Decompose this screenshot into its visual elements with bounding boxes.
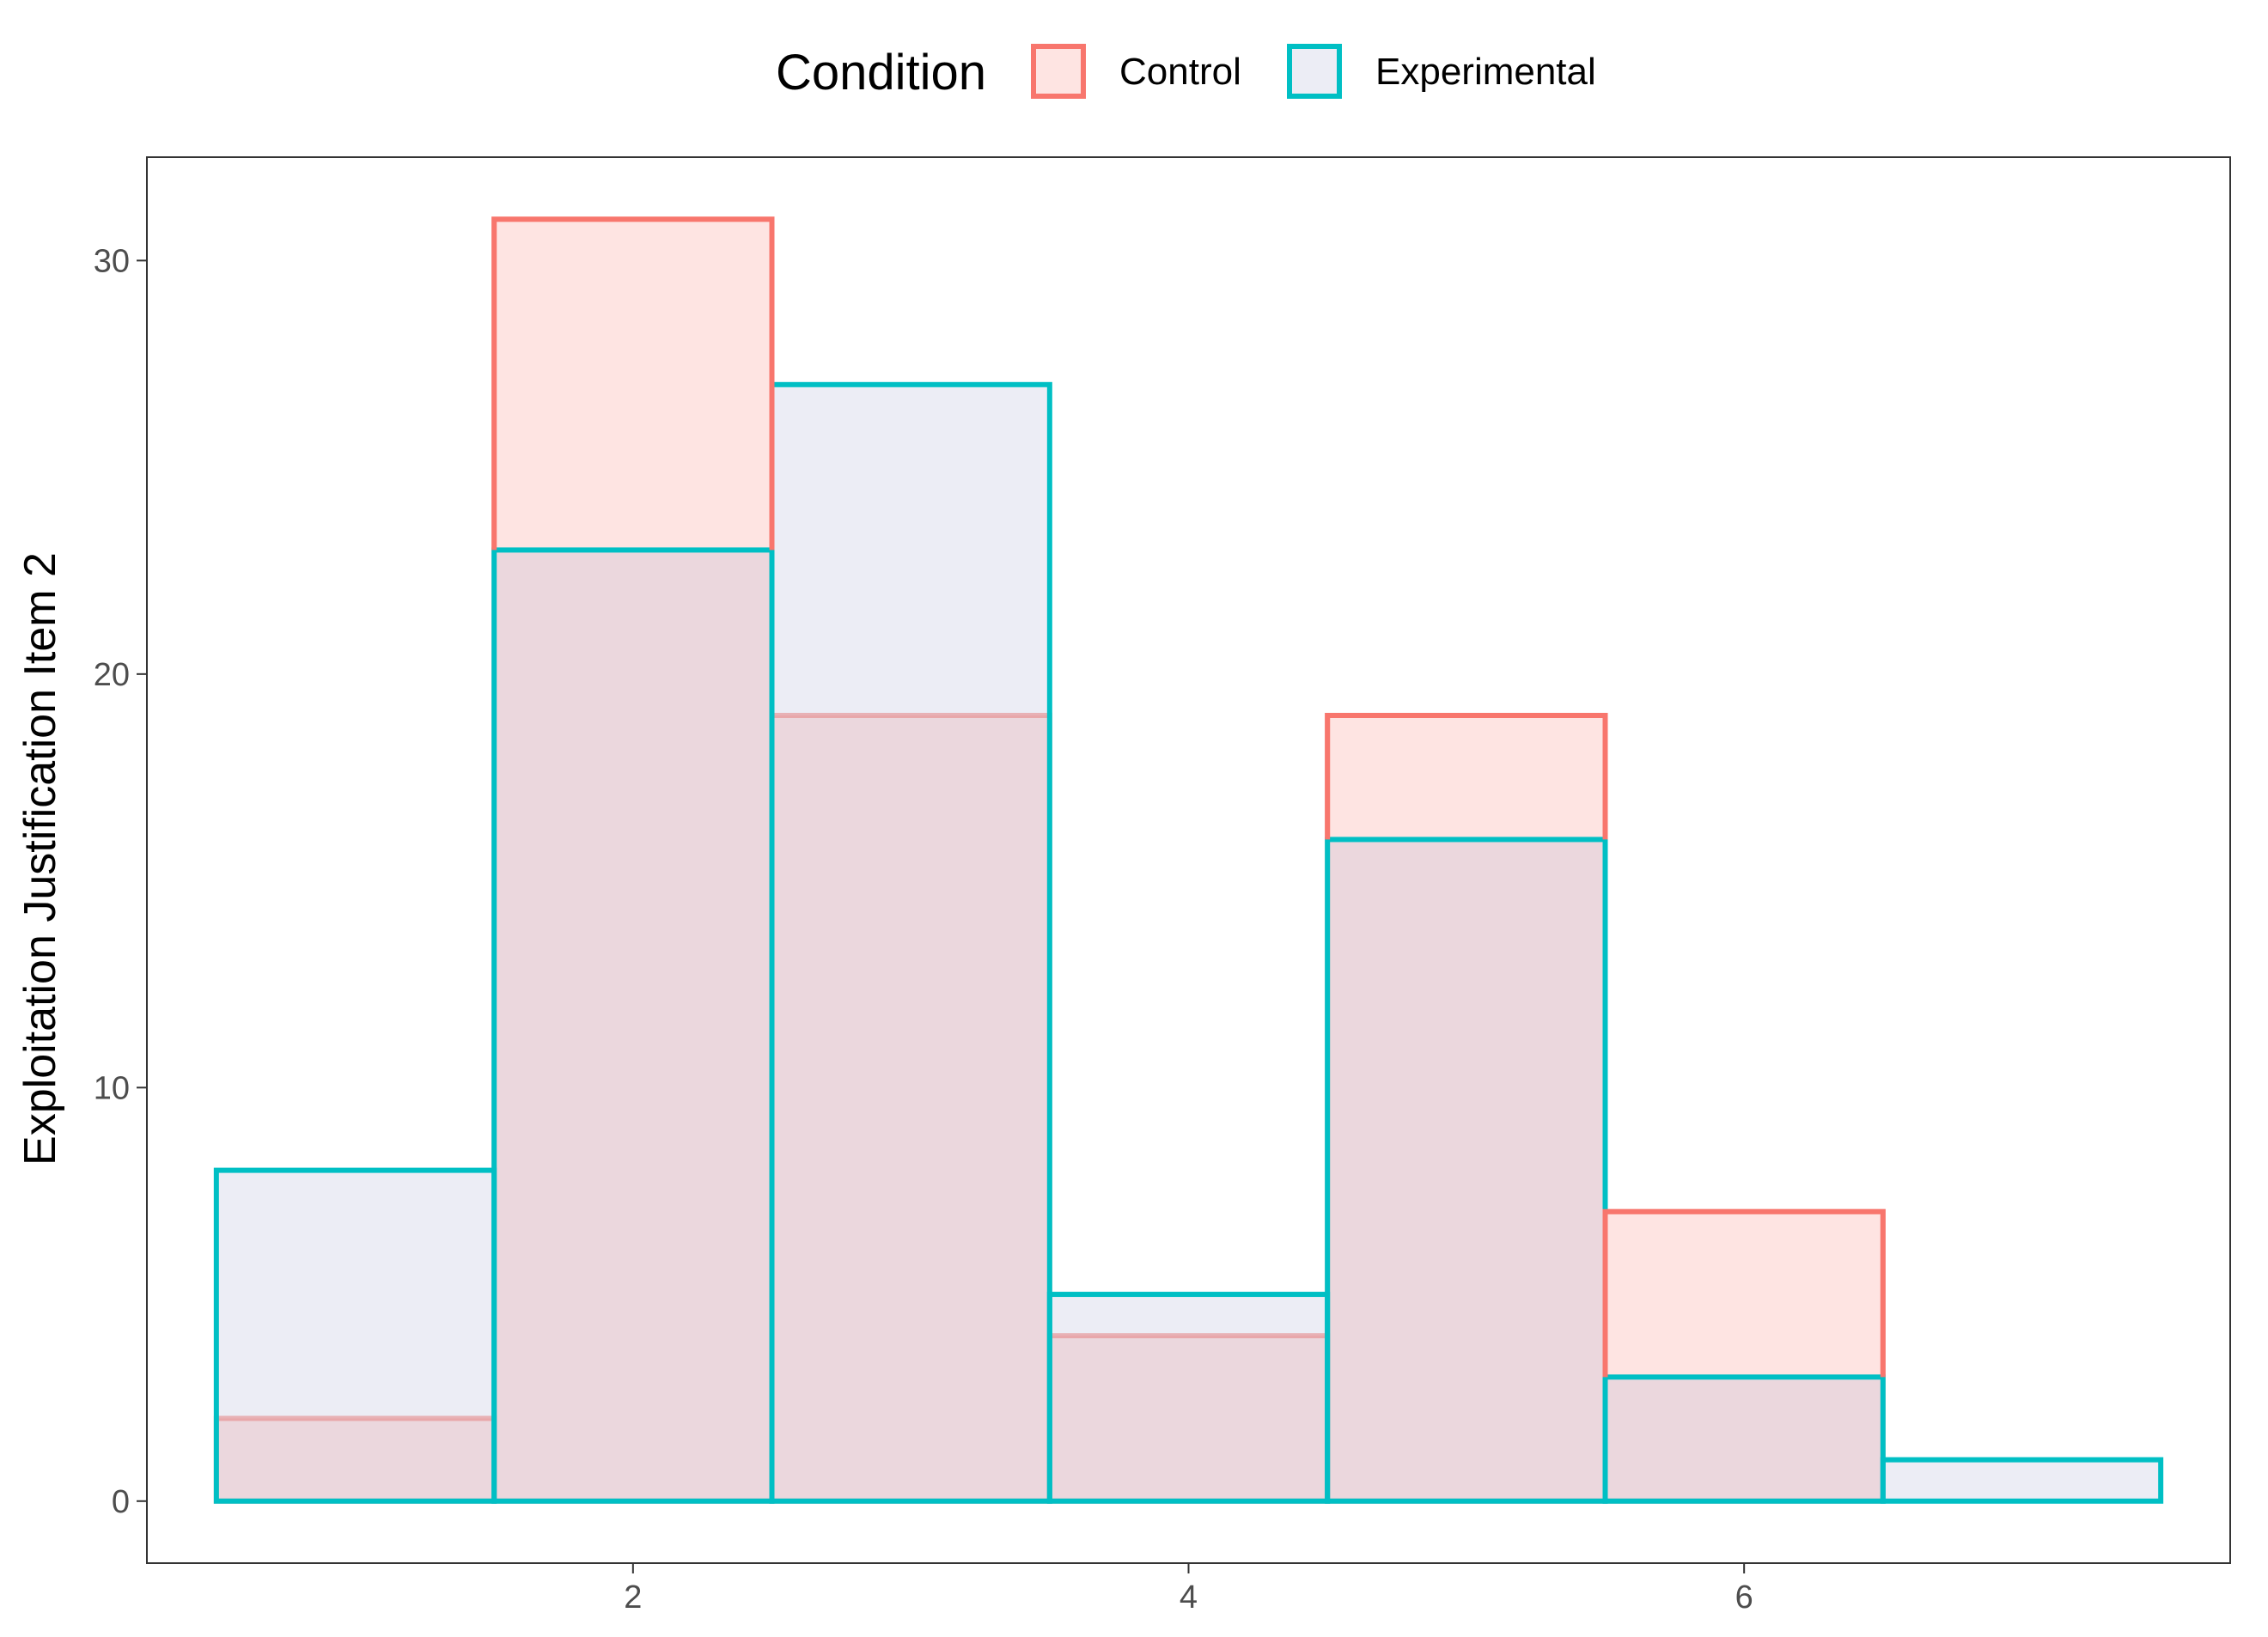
- bar-outline-control-6: [1602, 1208, 1886, 1378]
- y-tick-label-30: 30: [94, 243, 130, 279]
- y-tick-label-20: 20: [94, 657, 130, 693]
- x-tick-label-6: 6: [1735, 1579, 1753, 1616]
- bar-experimental-7: [1880, 1457, 2164, 1504]
- bar-experimental-2: [491, 547, 775, 1504]
- bar-experimental-3: [769, 381, 1052, 1504]
- legend-label-experimental: Experimental: [1375, 51, 1596, 93]
- legend: Condition Control Experimental: [776, 44, 1596, 100]
- legend-key-control: [1031, 44, 1086, 99]
- bars-layer: [213, 216, 2164, 1504]
- bar-experimental-6: [1602, 1374, 1886, 1504]
- legend-items: Control Experimental: [1031, 44, 1596, 99]
- bar-control-1: [213, 1415, 497, 1504]
- bar-outline-control-2: [491, 216, 775, 551]
- bar-experimental-1: [213, 1167, 497, 1504]
- legend-title: Condition: [776, 45, 986, 100]
- legend-key-experimental: [1287, 44, 1342, 99]
- y-tick-label-0: 0: [112, 1484, 130, 1520]
- bar-experimental-5: [1325, 837, 1608, 1504]
- legend-label-control: Control: [1119, 51, 1241, 93]
- bar-outline-control-5: [1325, 712, 1608, 840]
- x-tick-label-2: 2: [624, 1579, 642, 1616]
- bar-experimental-4: [1046, 1292, 1331, 1504]
- y-axis-title: Exploitation Justification Item 2: [15, 552, 65, 1165]
- axes-layer: 0 10 20 30 2 4 6: [94, 243, 1753, 1616]
- x-tick-label-4: 4: [1180, 1579, 1198, 1616]
- y-tick-label-10: 10: [94, 1070, 130, 1106]
- bar-control-3: [769, 712, 1052, 1504]
